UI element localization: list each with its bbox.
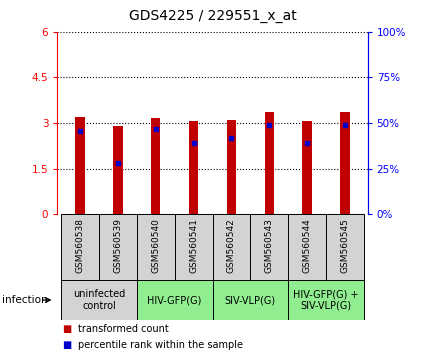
Text: GSM560539: GSM560539 [113,218,122,273]
Text: GDS4225 / 229551_x_at: GDS4225 / 229551_x_at [129,9,296,23]
Text: HIV-GFP(G) +
SIV-VLP(G): HIV-GFP(G) + SIV-VLP(G) [293,289,359,311]
Bar [288,214,326,280]
Bar [151,119,161,214]
Text: GSM560543: GSM560543 [265,218,274,273]
Bar [212,280,288,320]
Bar [137,280,212,320]
Bar [326,214,364,280]
Bar [113,126,123,214]
Text: GSM560538: GSM560538 [76,218,85,273]
Text: ■: ■ [62,324,71,334]
Text: GSM560541: GSM560541 [189,218,198,273]
Text: GSM560545: GSM560545 [340,218,349,273]
Bar [175,214,212,280]
Bar [302,121,312,214]
Bar [61,214,99,280]
Text: GSM560540: GSM560540 [151,218,160,273]
Text: uninfected
control: uninfected control [73,289,125,311]
Bar [264,112,274,214]
Text: HIV-GFP(G): HIV-GFP(G) [147,295,202,305]
Text: infection: infection [2,295,48,305]
Text: percentile rank within the sample: percentile rank within the sample [78,340,243,350]
Bar [227,120,236,214]
Bar [75,117,85,214]
Bar [288,280,364,320]
Bar [137,214,175,280]
Text: GSM560542: GSM560542 [227,218,236,273]
Bar [61,280,137,320]
Text: GSM560544: GSM560544 [303,218,312,273]
Text: transformed count: transformed count [78,324,169,334]
Text: SIV-VLP(G): SIV-VLP(G) [225,295,276,305]
Bar [250,214,288,280]
Text: ■: ■ [62,340,71,350]
Bar [340,112,350,214]
Bar [189,121,198,214]
Bar [212,214,250,280]
Bar [99,214,137,280]
